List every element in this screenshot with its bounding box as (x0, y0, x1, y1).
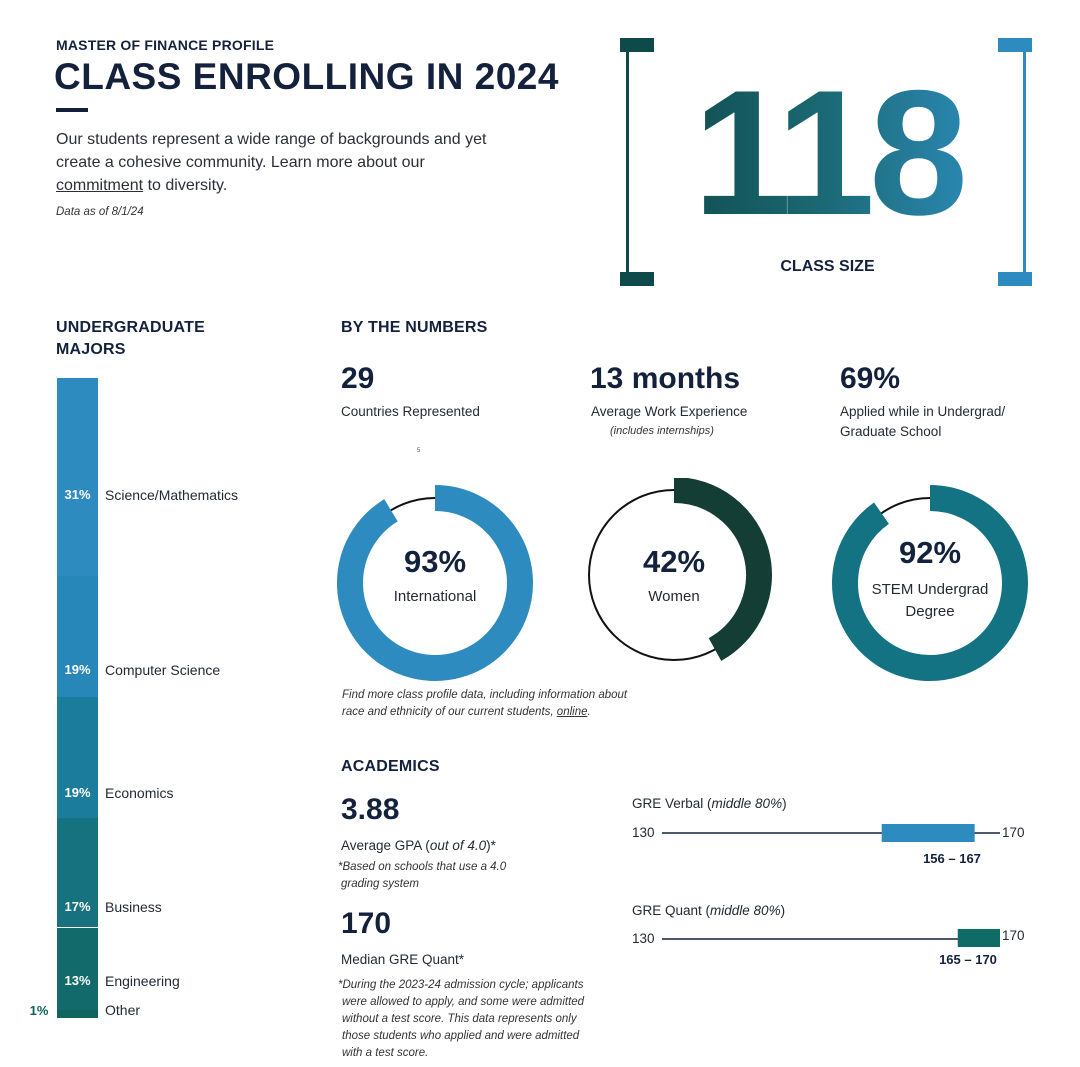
major-segment-economics (57, 697, 98, 819)
gre-quant-range-bar (957, 929, 1000, 947)
major-label-science: Science/Mathematics (105, 487, 239, 503)
major-pct-science: 31% (64, 487, 91, 502)
major-segment-business (57, 818, 98, 927)
footnote-line2: were allowed to apply, and some were adm… (342, 996, 585, 1008)
donut-international-arc (337, 485, 533, 681)
major-pct-other: 1% (29, 1003, 49, 1018)
applied-label: Applied while in Undergrad/ Graduate Sch… (840, 402, 1005, 442)
online-link[interactable]: online (556, 706, 588, 718)
applied-value: 69% (840, 362, 901, 395)
gre-verbal-min: 130 (632, 825, 655, 840)
gre-quant-title: GRE Quant (middle 80%) (632, 903, 785, 918)
applied-label-line2: Graduate School (840, 424, 942, 439)
gre-quant-min: 130 (632, 931, 655, 946)
major-pct-economics: 19% (64, 785, 91, 800)
tiny-mark: 5 (417, 448, 421, 454)
data-date-note: Data as of 8/1/24 (56, 206, 144, 218)
gre-quant-scale (662, 929, 1000, 947)
left-bracket (620, 38, 654, 286)
gpa-label-before: Average GPA ( (341, 838, 430, 853)
major-segment-computer-science (57, 575, 98, 697)
major-label-engineering: Engineering (105, 973, 180, 989)
donut-stem (832, 485, 1028, 681)
work-experience-label: Average Work Experience (591, 404, 748, 419)
class-size-label: CLASS SIZE (780, 258, 875, 275)
donut-women-value: 42% (642, 544, 706, 579)
donut-women (588, 478, 772, 661)
footnote-line3: without a test score. This data represen… (342, 1013, 577, 1025)
gre-verbal-title-italic: middle 80% (711, 796, 783, 811)
donut-stem-label: STEM Undergrad Degree (830, 579, 1030, 623)
donut-women-arc (673, 478, 772, 661)
gpa-label: Average GPA (out of 4.0)* (341, 836, 496, 856)
gpa-value: 3.88 (341, 793, 400, 826)
intro-paragraph: Our students represent a wide range of b… (56, 128, 496, 197)
footnote-line5: with a test score. (342, 1047, 429, 1059)
major-label-economics: Economics (105, 785, 174, 801)
donut-stem-label-line2: Degree (905, 603, 955, 620)
major-label-other: Other (105, 1002, 141, 1018)
donut-international-label: International (393, 588, 477, 605)
majors-heading: UNDERGRADUATE MAJORS (56, 317, 205, 361)
academics-heading: ACADEMICS (341, 758, 440, 775)
gre-verbal-range-bar (881, 824, 975, 842)
work-experience-value: 13 months (590, 362, 741, 395)
gre-verbal-scale (662, 824, 1000, 842)
majors-heading-line1: UNDERGRADUATE (56, 319, 205, 336)
test-score-footnote: *During the 2023-24 admission cycle; app… (338, 977, 638, 1062)
gre-quant-title-after: ) (780, 903, 786, 918)
footnote-line1: *During the 2023-24 admission cycle; app… (338, 979, 584, 991)
major-segment-engineering (57, 926, 98, 1010)
gre-verbal-title: GRE Verbal (middle 80%) (632, 796, 787, 811)
countries-label: Countries Represented (341, 404, 480, 419)
majors-heading-line2: MAJORS (56, 341, 126, 358)
commitment-link[interactable]: commitment (56, 177, 144, 194)
work-experience-note: (includes internships) (610, 425, 714, 437)
eyebrow-label: MASTER OF FINANCE PROFILE (56, 37, 275, 53)
donut-stem-arc (832, 485, 1028, 681)
major-segment-science (57, 378, 98, 576)
gpa-label-italic: out of 4.0 (429, 838, 487, 853)
class-size-number: 118 (650, 64, 1005, 242)
gre-verbal-title-after: ) (782, 796, 787, 811)
donut-international-value: 93% (403, 544, 467, 579)
donut-stem-label-line1: STEM Undergrad (871, 581, 989, 598)
more-data-note: Find more class profile data, including … (342, 687, 702, 721)
major-label-computer-science: Computer Science (105, 662, 221, 678)
more-data-note-line2: race and ethnicity of our current studen… (342, 704, 702, 721)
gre-quant-max: 170 (1002, 928, 1025, 943)
major-pct-engineering: 13% (64, 973, 91, 988)
gre-verbal-title-text: GRE Verbal ( (632, 796, 712, 811)
donut-international (337, 485, 533, 681)
major-pct-business: 17% (64, 899, 91, 914)
gre-quant-title-italic: middle 80% (710, 903, 781, 918)
right-bracket (998, 38, 1032, 286)
applied-label-line1: Applied while in Undergrad/ (840, 404, 1006, 419)
gpa-note: *Based on schools that use a 4.0 grading… (338, 859, 506, 893)
gre-median-label: Median GRE Quant* (341, 952, 465, 967)
gre-quant-range: 165 – 170 (939, 952, 997, 967)
title-underline (56, 108, 88, 112)
gre-verbal-max: 170 (1002, 825, 1025, 840)
major-segment-other (57, 1009, 98, 1018)
numbers-heading: BY THE NUMBERS (341, 319, 488, 336)
gpa-note-line2: grading system (341, 878, 419, 890)
page-title: CLASS ENROLLING IN 2024 (54, 56, 559, 97)
major-pct-computer-science: 19% (64, 662, 91, 677)
major-label-business: Business (105, 899, 162, 915)
gpa-label-after: )* (486, 838, 496, 853)
gpa-note-line1: *Based on schools that use a 4.0 (338, 861, 507, 873)
donut-women-label: Women (648, 588, 700, 605)
gre-quant-title-text: GRE Quant ( (632, 903, 711, 918)
more-data-note-text: race and ethnicity of our current studen… (342, 706, 557, 718)
donut-stem-value: 92% (898, 535, 962, 570)
more-data-note-period: . (587, 706, 591, 718)
footnote-line4: those students who applied and were admi… (342, 1030, 580, 1042)
gre-median-value: 170 (341, 907, 392, 940)
intro-text-before: Our students represent a wide range of b… (56, 131, 487, 171)
countries-value: 29 (341, 362, 375, 395)
gre-verbal-range: 156 – 167 (923, 851, 981, 866)
more-data-note-line1: Find more class profile data, including … (342, 689, 628, 701)
intro-text-after: to diversity. (143, 177, 228, 194)
